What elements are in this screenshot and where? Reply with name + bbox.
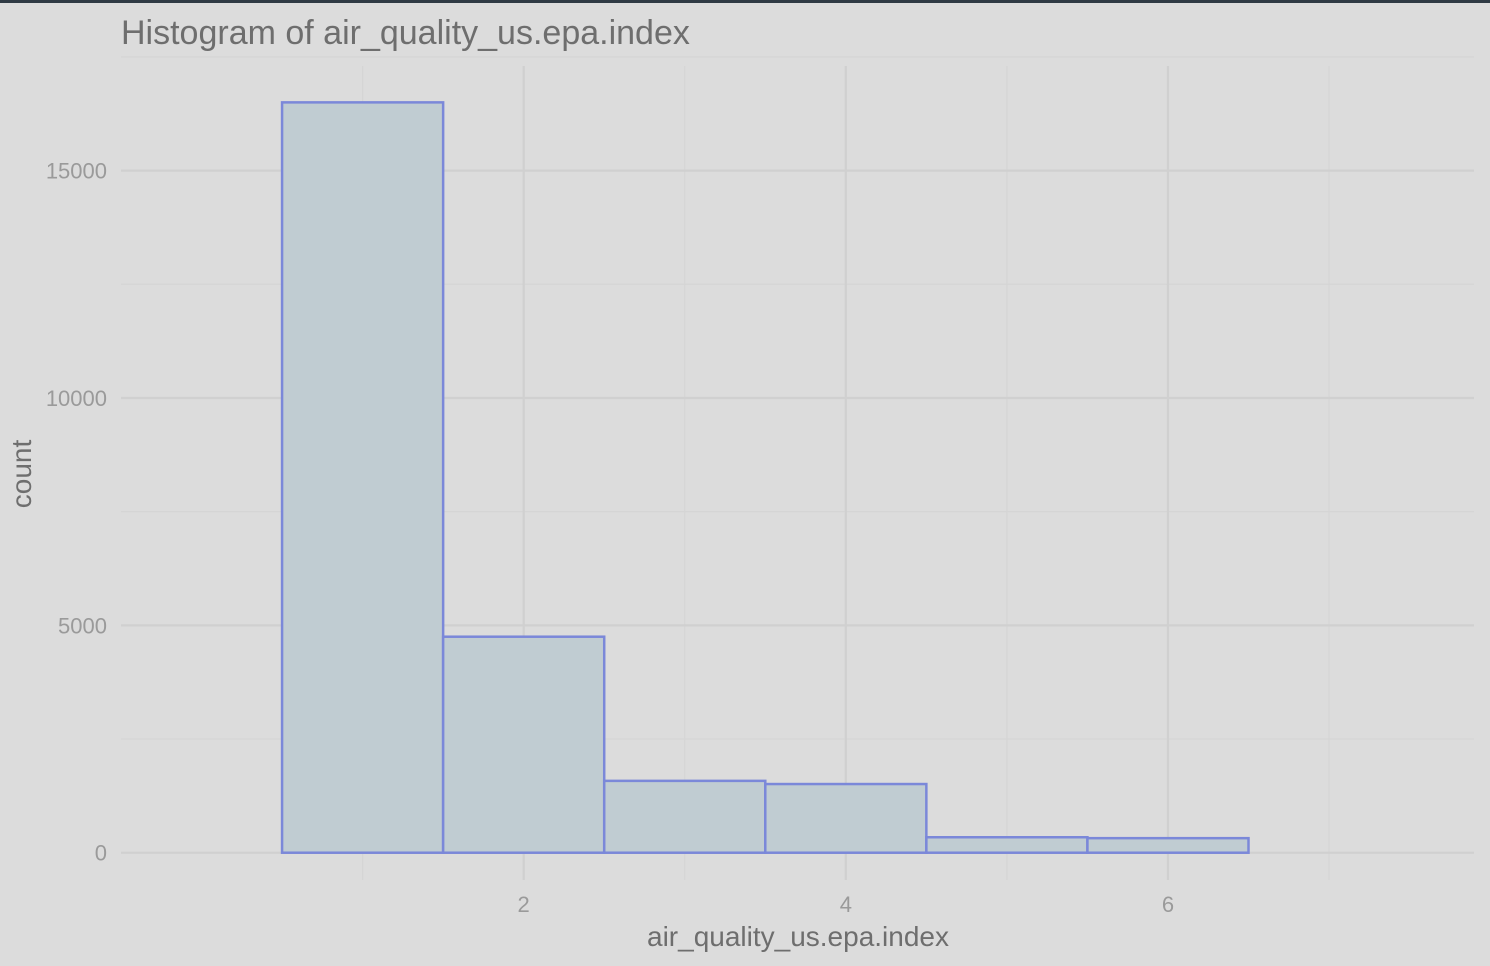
window-top-border [0, 0, 1490, 3]
chart-title: Histogram of air_quality_us.epa.index [121, 14, 690, 52]
y-tick-label: 0 [95, 841, 107, 866]
x-tick-label: 2 [518, 892, 530, 917]
x-tick-label: 6 [1162, 892, 1174, 917]
histogram-bar [925, 836, 1089, 854]
x-tick-label: 4 [840, 892, 852, 917]
y-axis-title: count [6, 440, 37, 509]
y-tick-label: 5000 [58, 613, 107, 638]
histogram-bar [441, 635, 606, 854]
ticks-layer: 2 4 6 0 5000 10000 15000 [46, 159, 1174, 917]
histogram-bar [280, 101, 445, 854]
histogram-bar [1086, 836, 1250, 854]
histogram-bar [764, 782, 928, 854]
histogram-bar [602, 779, 767, 854]
x-axis-title: air_quality_us.epa.index [647, 921, 949, 952]
y-tick-label: 10000 [46, 386, 107, 411]
bars-layer [280, 101, 1250, 854]
y-tick-label: 15000 [46, 159, 107, 184]
